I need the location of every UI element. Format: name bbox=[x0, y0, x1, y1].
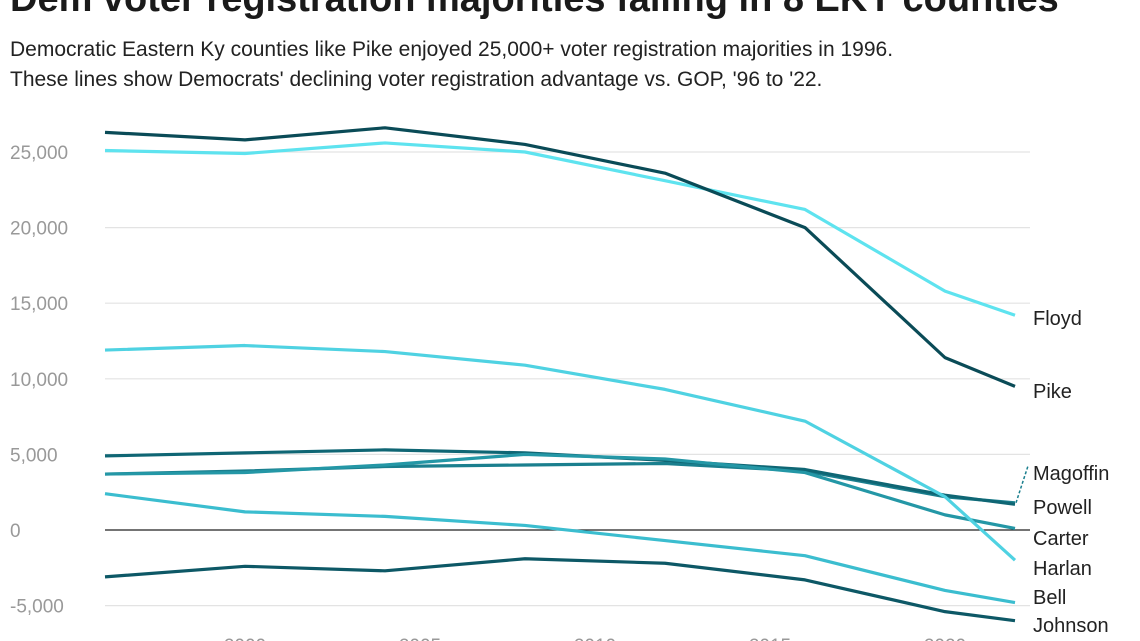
x-tick-label: 2000 bbox=[224, 636, 266, 641]
gridlines bbox=[105, 151, 1030, 607]
chart-subtitle-line-1: Democratic Eastern Ky counties like Pike… bbox=[10, 38, 894, 61]
series-label-johnson: Johnson bbox=[1033, 615, 1109, 637]
y-tick-label: 10,000 bbox=[10, 370, 68, 391]
x-tick-label: 2010 bbox=[574, 636, 616, 641]
series-label-powell: Powell bbox=[1033, 497, 1092, 519]
series-label-floyd: Floyd bbox=[1033, 308, 1082, 330]
y-tick-label: 25,000 bbox=[10, 143, 68, 164]
x-tick-label: 2005 bbox=[399, 636, 441, 641]
chart-title: Dem voter registration majorities fallin… bbox=[10, 0, 1059, 21]
label-leader-line bbox=[1015, 465, 1029, 504]
x-tick-label: 2015 bbox=[749, 636, 791, 641]
chart-subtitle-line-2: These lines show Democrats' declining vo… bbox=[10, 68, 823, 91]
x-tick-label: 2020 bbox=[924, 636, 966, 641]
series-labels: Floyd Pike Magoffin Powell Carter Harlan Bell J… bbox=[1015, 308, 1109, 637]
y-tick-label: 0 bbox=[10, 521, 21, 542]
series-line-johnson bbox=[104, 557, 1016, 623]
y-tick-label: 20,000 bbox=[10, 219, 68, 240]
series-line-bell bbox=[104, 492, 1016, 605]
x-axis-ticks: 2000 2005 2010 2015 2020 bbox=[224, 636, 966, 641]
series-line-floyd bbox=[104, 141, 1016, 317]
y-tick-label: 5,000 bbox=[10, 445, 58, 466]
series-label-harlan: Harlan bbox=[1033, 558, 1092, 580]
series-label-pike: Pike bbox=[1033, 381, 1072, 403]
series-line-pike bbox=[104, 126, 1016, 388]
y-tick-label: -5,000 bbox=[10, 597, 64, 618]
series-label-carter: Carter bbox=[1033, 528, 1089, 550]
series-lines bbox=[104, 126, 1017, 623]
series-label-magoffin: Magoffin bbox=[1033, 463, 1109, 485]
series-label-bell: Bell bbox=[1033, 587, 1066, 609]
y-axis-ticks: -5,000 0 5,000 10,000 15,000 20,000 25,000 bbox=[10, 143, 68, 618]
series-line-carter bbox=[104, 452, 1016, 531]
y-tick-label: 15,000 bbox=[10, 294, 68, 315]
series-line-harlan bbox=[104, 343, 1017, 562]
